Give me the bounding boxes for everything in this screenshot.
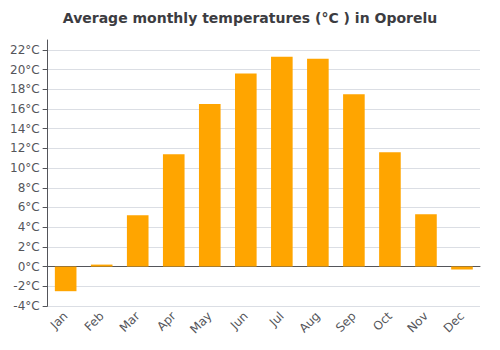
- svg-text:Aug: Aug: [296, 309, 322, 335]
- svg-text:Jan: Jan: [47, 309, 71, 333]
- svg-text:Nov: Nov: [404, 309, 430, 335]
- svg-text:Jun: Jun: [227, 309, 251, 333]
- svg-text:Sep: Sep: [333, 309, 359, 335]
- svg-text:0°C: 0°C: [18, 260, 40, 274]
- svg-text:22°C: 22°C: [10, 43, 40, 57]
- svg-text:Feb: Feb: [82, 309, 107, 334]
- svg-text:Average monthly temperatures (: Average monthly temperatures (°C ) in Op…: [63, 10, 437, 26]
- svg-text:Jul: Jul: [266, 309, 287, 330]
- svg-text:12°C: 12°C: [10, 141, 40, 155]
- svg-text:Mar: Mar: [117, 309, 143, 335]
- svg-text:16°C: 16°C: [10, 102, 40, 116]
- svg-text:Dec: Dec: [441, 309, 467, 335]
- svg-text:6°C: 6°C: [18, 200, 40, 214]
- svg-text:8°C: 8°C: [18, 181, 40, 195]
- svg-text:20°C: 20°C: [10, 63, 40, 77]
- svg-text:14°C: 14°C: [10, 122, 40, 136]
- svg-text:Oct: Oct: [370, 309, 395, 334]
- svg-text:Apr: Apr: [154, 309, 179, 334]
- svg-text:2°C: 2°C: [18, 240, 40, 254]
- svg-text:18°C: 18°C: [10, 82, 40, 96]
- svg-text:-4°C: -4°C: [13, 299, 39, 313]
- svg-text:10°C: 10°C: [10, 161, 40, 175]
- svg-text:May: May: [187, 309, 214, 336]
- svg-text:4°C: 4°C: [18, 220, 40, 234]
- svg-text:-2°C: -2°C: [13, 279, 39, 293]
